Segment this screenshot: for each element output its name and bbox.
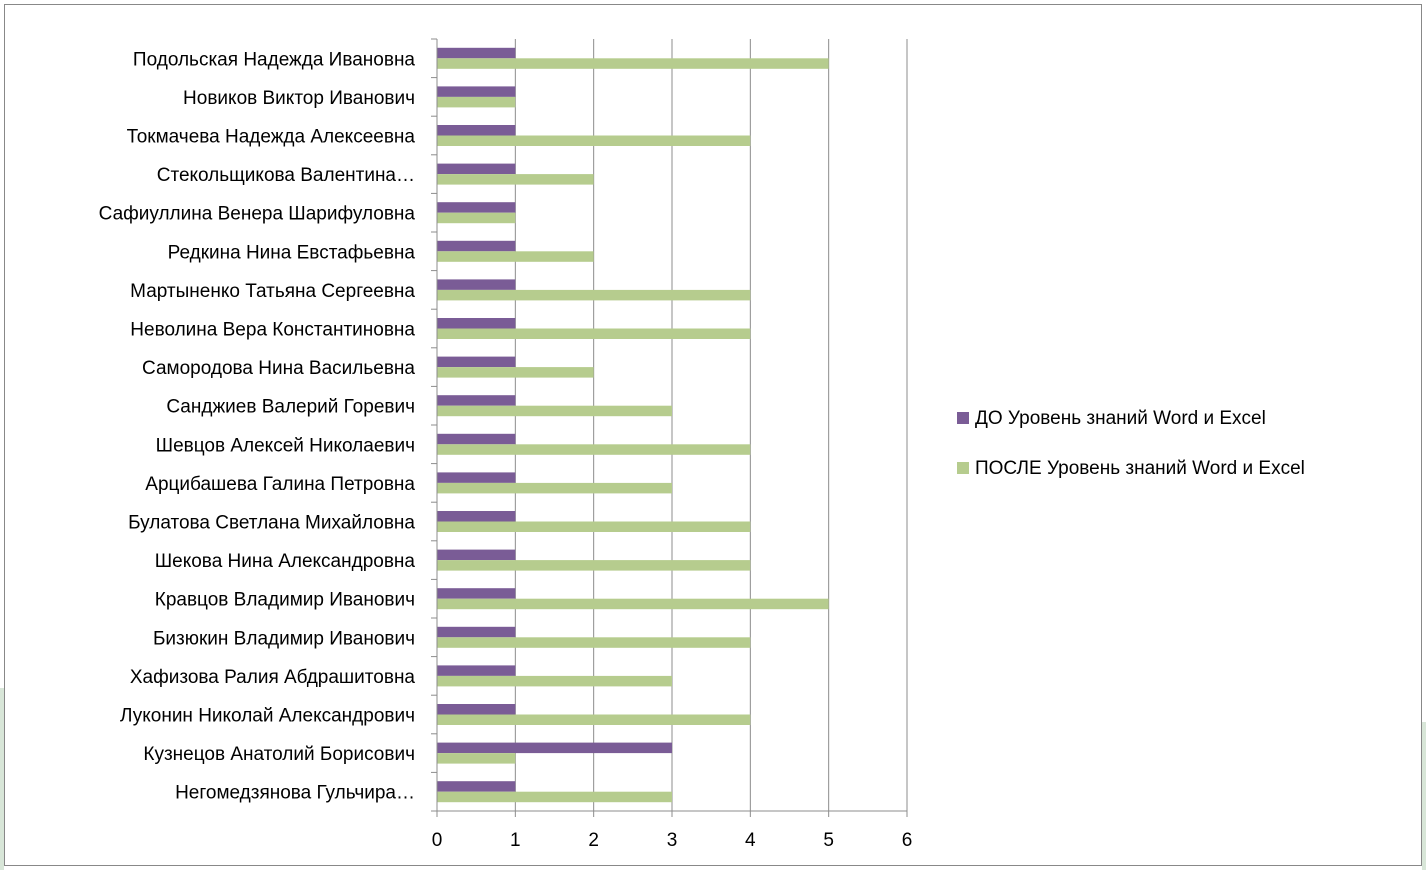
category-label: Кузнецов Анатолий Борисович [143,744,415,765]
bar-after [437,135,751,146]
bar-before [437,665,516,676]
category-label: Булатова Светлана Михайловна [128,513,415,534]
bar-before [437,742,672,754]
x-tick-labels: 0 1 2 3 4 5 6 [432,830,913,851]
bar-after [437,251,594,262]
bar-after [437,212,516,224]
bar-after [437,289,751,301]
bar-before [437,626,516,638]
bar-before [437,125,516,136]
bar-before [437,240,516,252]
x-tick-label: 0 [432,830,443,851]
bar-after [437,444,751,455]
bar-before [437,511,516,522]
x-tick-label: 1 [510,830,521,851]
category-label: Мартыненко Татьяна Сергеевна [130,281,415,302]
bar-before [437,472,516,483]
bar-after [437,560,751,571]
bar-before [437,588,516,599]
decorative-edge-left [0,688,4,870]
category-label: Шекова Нина Александровна [155,551,416,572]
category-label: Хафизова Ралия Абдрашитовна [130,667,416,688]
bar-before [437,279,516,290]
axes [431,38,908,817]
bars [437,47,829,803]
bar-before [437,356,516,368]
category-label: Санджиев Валерий Горевич [166,397,415,418]
bar-after [437,482,672,494]
bar-after [437,675,672,687]
bar-before [437,47,516,59]
bar-before [437,86,516,97]
bar-before [437,163,516,175]
bar-before [437,549,516,561]
bar-chart: Подольская Надежда Ивановна Новиков Викто… [99,38,1305,851]
category-label: Новиков Виктор Иванович [183,88,415,109]
category-label: Негомедзянова Гульчира… [175,783,415,804]
x-tick-label: 4 [745,830,756,851]
bar-after [437,328,751,339]
category-label: Кравцов Владимир Иванович [155,590,415,611]
category-label: Самородова Нина Васильевна [142,358,415,379]
x-tick-label: 3 [667,830,678,851]
category-label: Токмачева Надежда Алексеевна [127,127,416,148]
bar-before [437,318,516,329]
bar-after [437,637,751,648]
bar-before [437,781,516,792]
category-labels: Подольская Надежда Ивановна Новиков Викто… [99,49,416,803]
category-label: Редкина Нина Евстафьевна [168,242,416,263]
bar-after [437,791,672,803]
legend-label: ПОСЛЕ Уровень знаний Word и Excel [975,458,1305,479]
bar-before [437,202,516,213]
category-label: Подольская Надежда Ивановна [133,49,416,70]
legend: ДО Уровень знаний Word и Excel ПОСЛЕ Уров… [957,408,1305,479]
x-tick-label: 5 [823,830,834,851]
legend-swatch [957,412,969,424]
bar-after [437,753,516,764]
bar-after [437,714,751,725]
category-label: Луконин Николай Александрович [120,706,415,727]
bar-before [437,433,516,445]
category-label: Бизюкин Владимир Иванович [153,628,415,649]
bar-after [437,521,751,532]
bar-before [437,395,516,406]
chart-frame: Подольская Надежда Ивановна Новиков Викто… [4,4,1422,866]
x-tick-label: 2 [588,830,599,851]
gridlines [514,39,908,811]
bar-after [437,58,829,69]
bar-after [437,367,594,378]
bar-before [437,704,516,715]
x-tick-label: 6 [902,830,913,851]
category-label: Сафиуллина Венера Шарифуловна [99,204,416,225]
legend-label: ДО Уровень знаний Word и Excel [975,408,1266,429]
category-label: Стекольщикова Валентина… [157,165,415,186]
category-label: Арцибашева Галина Петровна [145,474,415,495]
bar-after [437,174,594,185]
category-label: Шевцов Алексей Николаевич [156,435,415,456]
legend-swatch [957,462,969,474]
bar-after [437,405,672,417]
bar-after [437,598,829,610]
category-label: Неволина Вера Константиновна [130,320,415,341]
bar-after [437,96,516,108]
decorative-edge-right [1422,722,1426,870]
